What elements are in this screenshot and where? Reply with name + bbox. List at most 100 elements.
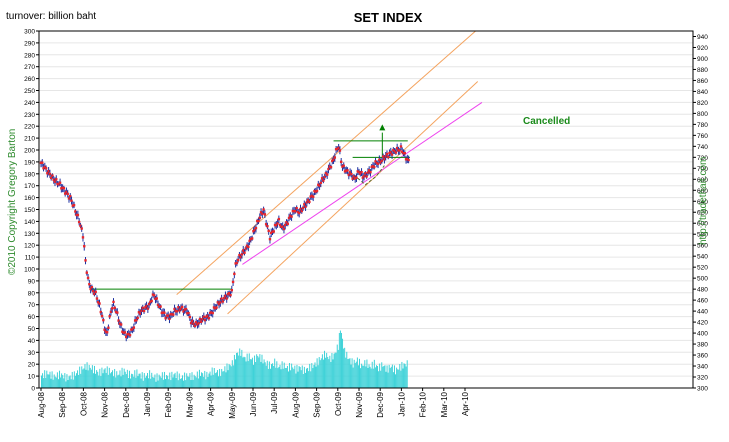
candle-body [239,255,242,259]
volume-bar [97,371,99,388]
candle-body [60,187,63,190]
volume-bar [202,373,204,388]
candle-body [385,152,389,156]
x-tick-label: Feb-09 [164,391,173,417]
volume-bar [168,379,170,388]
candle-body [244,247,247,250]
volume-bar [262,363,264,388]
volume-bar [343,348,345,388]
left-tick-label: 240 [24,100,35,107]
candle-body [168,317,171,320]
volume-bar [299,366,301,388]
candle-body [353,177,357,180]
candle-body [63,192,67,195]
volume-bar [294,365,296,388]
left-tick-label: 0 [31,386,35,393]
volume-bar [353,359,355,388]
candle-body [376,162,380,165]
volume-bar [62,375,64,388]
x-tick-label: Dec-08 [122,391,131,417]
candle-body [75,213,78,217]
volume-bar [74,375,76,388]
candle-body [390,153,394,156]
left-tick-label: 210 [24,136,35,143]
volume-bar [382,366,384,388]
candle-body [221,300,225,303]
right-tick-label: 420 [697,320,708,327]
volume-bar [246,353,248,388]
volume-bar [307,367,309,388]
candle-body [91,289,95,293]
volume-bar [399,363,401,388]
candle-body [229,293,232,297]
volume-bar [301,365,303,388]
volume-bar [147,372,148,388]
candle-body [247,245,250,249]
x-tick-label: May-09 [228,391,237,418]
volume-bar [286,365,288,388]
volume-bar [135,377,137,388]
volume-bar [398,369,400,388]
volume-bar [160,377,162,388]
chart-title: SET INDEX [354,10,423,25]
left-tick-label: 70 [28,302,36,309]
candle-body [401,150,404,153]
trend-channel-line [227,81,479,315]
candle-body [381,155,385,158]
candle-body [93,292,96,296]
candle-body [80,227,83,230]
candle-body [84,259,87,262]
candle-body [201,318,204,321]
candle-body [258,216,261,219]
left-tick-label: 300 [24,29,35,36]
candle-body [370,165,373,169]
volume-bar [153,377,155,388]
volume-bar [119,370,121,388]
left-tick-label: 180 [24,171,35,178]
volume-bar [366,359,368,388]
candle-body [315,189,319,193]
volume-bar [46,370,48,388]
left-tick-label: 230 [24,112,35,119]
volume-bar [289,363,291,388]
grid [39,30,693,389]
volume-bar [231,360,233,388]
candle-body [43,165,47,169]
left-tick-label: 60 [28,314,36,321]
volume-bar [116,371,118,388]
x-tick-label: Aug-08 [37,391,46,417]
volume-bar [112,370,114,388]
candle-body [161,311,165,314]
volume-bar [180,378,182,388]
volume-bar [49,371,51,388]
candle-body [212,306,216,309]
volume-bar [150,378,152,388]
candle-body [323,175,326,179]
volume-bar [368,364,370,388]
volume-bar [185,380,187,388]
volume-bar [279,364,281,388]
candle-body [66,192,69,196]
volume-bar [225,372,227,388]
right-tick-label: 900 [697,56,708,63]
candle-body [371,165,375,168]
right-tick-label: 580 [697,232,708,239]
volume-bar [131,373,133,388]
right-tick-label: 780 [697,122,708,129]
candle-body [291,209,295,213]
candle-body [100,314,104,318]
volume-bar [333,353,335,388]
left-tick-label: 110 [25,255,36,262]
candle-body [174,310,178,313]
right-tick-label: 620 [697,210,708,217]
volume-bar [332,359,334,388]
volume-bar [354,363,356,388]
volume-bar [92,373,94,388]
volume-bar [324,350,326,388]
candle-body [352,175,356,178]
candle-body [343,170,347,173]
right-tick-label: 920 [697,45,708,52]
candle-body [282,227,286,231]
left-tick-label: 200 [24,148,35,155]
